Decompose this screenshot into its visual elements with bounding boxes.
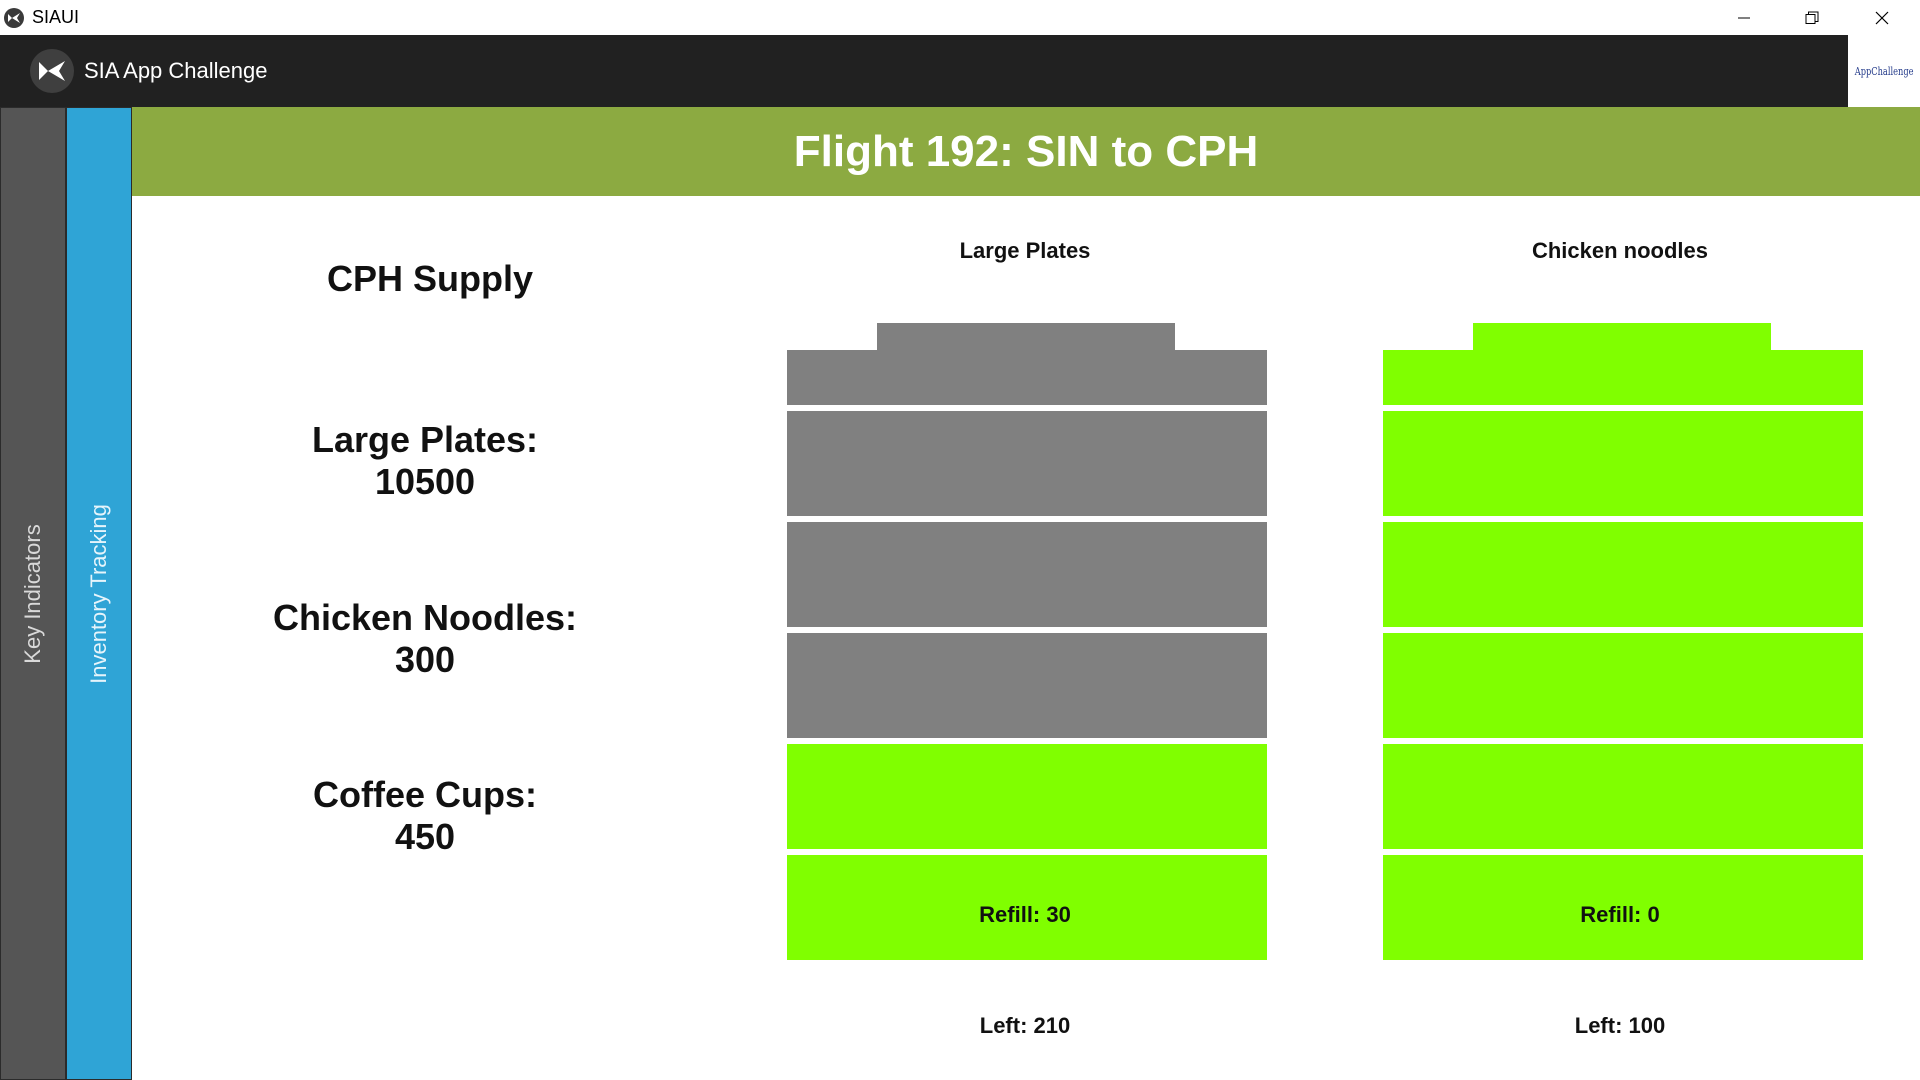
battery-cap	[1473, 323, 1771, 351]
tab-inventory-tracking[interactable]: Inventory Tracking	[66, 107, 132, 1080]
battery-gauge-chicken-noodles	[1383, 323, 1863, 960]
restore-icon	[1805, 11, 1819, 24]
app-title: SIA App Challenge	[84, 58, 268, 83]
window-title: SIAUI	[32, 7, 80, 27]
flight-title: Flight 192: SIN to CPH	[793, 126, 1259, 176]
battery-segment	[787, 744, 1267, 849]
supply-title: CPH Supply	[326, 258, 533, 299]
battery-segment	[1383, 744, 1863, 849]
battery-segment	[1383, 855, 1863, 960]
battery-segment	[787, 522, 1267, 627]
supply-item-value: 300	[394, 639, 456, 680]
supply-item-name: Chicken Noodles:	[272, 597, 578, 638]
minimize-icon	[1738, 17, 1750, 18]
close-button[interactable]	[1848, 0, 1916, 35]
restore-button[interactable]	[1778, 0, 1846, 35]
inventory-title-chicken-noodles: Chicken noodles	[1531, 238, 1709, 263]
supply-item-value: 450	[394, 816, 456, 857]
battery-segment	[1383, 633, 1863, 738]
kivy-logo-icon[interactable]	[30, 49, 74, 93]
tab-key-indicators[interactable]: Key Indicators	[0, 107, 66, 1080]
supply-item-chicken-noodles: Chicken Noodles: 300	[250, 597, 600, 681]
battery-segment	[787, 855, 1267, 960]
minimize-button[interactable]	[1710, 0, 1778, 35]
close-icon	[1875, 11, 1889, 24]
window-titlebar: SIAUI	[0, 0, 1920, 35]
battery-segment	[1383, 522, 1863, 627]
battery-segment	[787, 411, 1267, 516]
supply-item-value: 10500	[374, 461, 476, 502]
supply-item-name: Large Plates:	[311, 419, 539, 460]
battery-top-segment	[787, 350, 1267, 405]
battery-cap	[877, 323, 1175, 351]
app-challenge-logo: AppChallenge	[1848, 35, 1920, 107]
supply-item-name: Coffee Cups:	[313, 774, 537, 815]
left-label-chicken-noodles: Left: 100	[1574, 1013, 1666, 1038]
refill-label-chicken-noodles: Refill: 0	[1580, 902, 1660, 927]
battery-top-segment	[1383, 350, 1863, 405]
tab-key-indicators-label: Key Indicators	[20, 523, 45, 664]
refill-label-large-plates: Refill: 30	[979, 902, 1071, 927]
supply-item-large-plates: Large Plates: 10500	[250, 419, 600, 503]
supply-item-coffee-cups: Coffee Cups: 450	[250, 774, 600, 858]
app-challenge-logo-text: AppChallenge	[1854, 64, 1914, 78]
battery-segment	[1383, 411, 1863, 516]
left-label-large-plates: Left: 210	[979, 1013, 1071, 1038]
kivy-logo-icon	[4, 7, 24, 28]
battery-segment	[787, 633, 1267, 738]
inventory-title-large-plates: Large Plates	[959, 238, 1091, 263]
battery-gauge-large-plates	[787, 323, 1267, 960]
app-header: SIA App Challenge AppChallenge	[0, 35, 1920, 107]
flight-banner: Flight 192: SIN to CPH	[132, 107, 1920, 196]
tab-inventory-tracking-label: Inventory Tracking	[86, 503, 111, 684]
